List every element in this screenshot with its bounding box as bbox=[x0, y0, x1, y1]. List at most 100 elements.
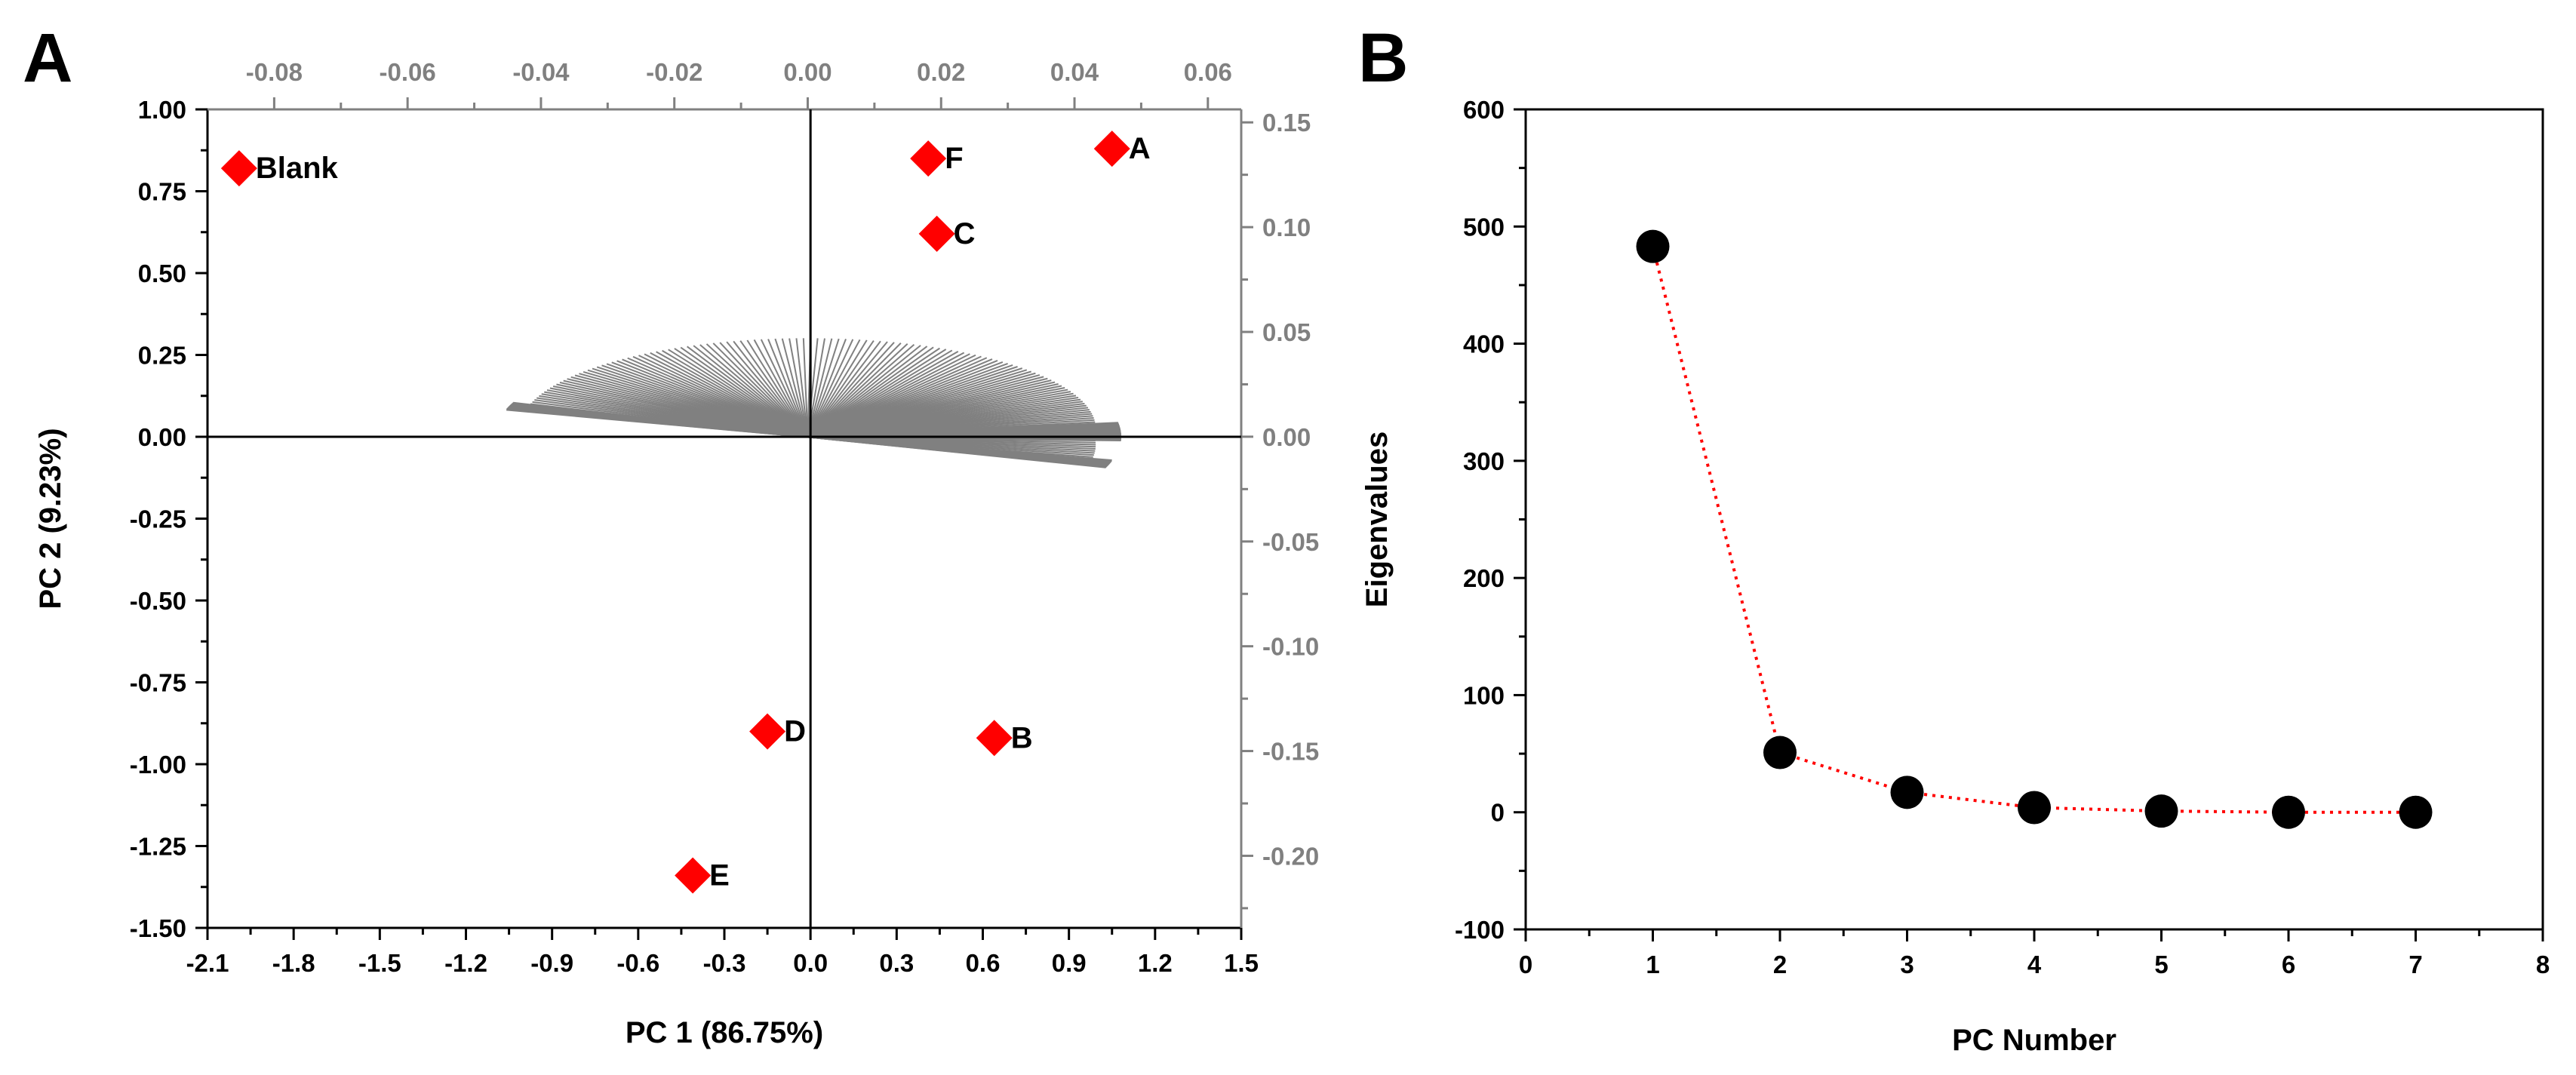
score-point-a bbox=[1093, 131, 1130, 167]
score-label-c: C bbox=[954, 217, 976, 250]
eigenvalue-point-pc4 bbox=[2018, 791, 2051, 825]
y-tick-label: -1.25 bbox=[130, 833, 186, 861]
x-tick-label: -0.6 bbox=[616, 949, 659, 977]
eigenvalue-point-pc1 bbox=[1636, 229, 1670, 263]
scree-axes: 0 1 2 3 4 5 6 7 8 600 500 400 300 200 100 0 -100 bbox=[1455, 96, 2550, 978]
x-tick-label: 6 bbox=[2282, 951, 2295, 978]
right-tick-label: -0.10 bbox=[1262, 633, 1319, 661]
loading-vector bbox=[807, 343, 908, 438]
y-tick-label: -1.50 bbox=[130, 914, 186, 942]
eigenvalue-point-pc3 bbox=[1890, 776, 1924, 809]
y-tick-label: -1.00 bbox=[130, 751, 186, 779]
x-tick-label: 1.2 bbox=[1138, 949, 1173, 977]
x-axis-title: PC Number bbox=[1952, 1024, 2116, 1057]
y-tick-label: -0.25 bbox=[130, 505, 186, 533]
score-label-d: D bbox=[784, 715, 806, 748]
score-label-f: F bbox=[945, 142, 963, 175]
x-tick-label: -1.8 bbox=[272, 949, 315, 977]
top-tick-label: -0.04 bbox=[512, 58, 570, 86]
loading-vector bbox=[788, 338, 809, 438]
pca-biplot-panel: -2.1 -1.8 -1.5 -1.2 -0.9 -0.6 -0.3 0.0 0.3 0.6 0.9… bbox=[34, 58, 1319, 1049]
loading-vector bbox=[807, 339, 868, 438]
loading-vector bbox=[802, 338, 809, 437]
panel-label-b: B bbox=[1358, 20, 1408, 97]
loading-vector bbox=[680, 346, 809, 438]
y-tick-label: -0.75 bbox=[130, 669, 186, 697]
biplot-axes: -2.1 -1.8 -1.5 -1.2 -0.9 -0.6 -0.3 0.0 0.3 0.6 0.9… bbox=[130, 58, 1319, 977]
top-tick-label: -0.02 bbox=[646, 58, 702, 86]
loading-vector bbox=[693, 345, 809, 438]
score-point-d bbox=[749, 713, 786, 750]
x-tick-label: 2 bbox=[1773, 951, 1787, 978]
right-tick-label: 0.10 bbox=[1262, 213, 1311, 241]
x-tick-label: 0.9 bbox=[1052, 949, 1087, 977]
eigenvalue-points-group bbox=[1636, 229, 2433, 829]
right-tick-label: 0.05 bbox=[1262, 318, 1311, 346]
loading-vector bbox=[699, 344, 809, 438]
x-tick-label: -0.3 bbox=[703, 949, 746, 977]
loading-vector bbox=[781, 338, 809, 438]
loading-vector bbox=[807, 344, 915, 438]
y-axis-title: Eigenvalues bbox=[1360, 432, 1394, 607]
x-tick-label: 0.0 bbox=[793, 949, 828, 977]
score-point-blank bbox=[220, 150, 257, 187]
score-label-e: E bbox=[709, 859, 730, 892]
x-tick-label: -1.2 bbox=[444, 949, 487, 977]
score-label-b: B bbox=[1011, 721, 1033, 754]
score-points-group: Blank A F C D B E bbox=[220, 131, 1151, 894]
loading-vector bbox=[807, 338, 833, 438]
x-tick-label: -2.1 bbox=[186, 949, 229, 977]
y-tick-label: 0.75 bbox=[138, 178, 186, 206]
loading-vector bbox=[746, 339, 809, 438]
loading-vector bbox=[807, 339, 875, 438]
x-tick-label: -1.5 bbox=[358, 949, 401, 977]
loading-vector bbox=[687, 346, 809, 438]
loading-vector bbox=[807, 435, 1106, 468]
y-axis-title: PC 2 (9.23%) bbox=[34, 428, 67, 609]
y-tick-label: 500 bbox=[1463, 213, 1505, 241]
loading-vector bbox=[807, 341, 888, 438]
loading-vector bbox=[739, 340, 809, 438]
y-tick-label: 100 bbox=[1463, 681, 1505, 709]
eigenvalue-line bbox=[1651, 246, 2416, 814]
loading-vector bbox=[767, 339, 809, 438]
loading-vector bbox=[807, 339, 847, 438]
y-tick-label: 400 bbox=[1463, 330, 1505, 358]
top-tick-label: -0.06 bbox=[380, 58, 436, 86]
loading-vector bbox=[753, 339, 809, 438]
y-tick-label: 0.00 bbox=[138, 423, 186, 451]
top-tick-label: 0.00 bbox=[783, 58, 832, 86]
loading-vector bbox=[719, 342, 809, 438]
scree-plot-panel: 0 1 2 3 4 5 6 7 8 600 500 400 300 200 100 0 -100 PC Numb… bbox=[1360, 96, 2550, 1057]
loading-vector bbox=[705, 343, 809, 438]
right-tick-label: 0.00 bbox=[1262, 423, 1311, 451]
loading-vector bbox=[795, 338, 809, 438]
loading-vector bbox=[807, 339, 861, 438]
loading-vector bbox=[807, 342, 902, 438]
y-tick-label: -100 bbox=[1455, 916, 1505, 944]
right-tick-label: -0.20 bbox=[1262, 842, 1319, 870]
score-label-blank: Blank bbox=[256, 152, 339, 185]
x-tick-label: 7 bbox=[2408, 951, 2422, 978]
x-tick-label: 5 bbox=[2154, 951, 2168, 978]
score-point-f bbox=[910, 140, 947, 177]
eigenvalue-point-pc5 bbox=[2144, 794, 2178, 828]
score-point-e bbox=[675, 857, 712, 894]
right-tick-label: 0.15 bbox=[1262, 109, 1311, 137]
score-point-c bbox=[918, 215, 955, 252]
y-tick-label: 0.25 bbox=[138, 342, 186, 370]
score-label-a: A bbox=[1129, 132, 1151, 165]
loading-vector bbox=[807, 339, 854, 438]
loading-vector bbox=[760, 339, 809, 438]
top-tick-label: -0.08 bbox=[246, 58, 303, 86]
y-tick-label: 0.50 bbox=[138, 260, 186, 287]
x-tick-label: 0.6 bbox=[966, 949, 1001, 977]
top-tick-label: 0.06 bbox=[1184, 58, 1232, 86]
x-tick-label: 3 bbox=[1900, 951, 1914, 978]
loading-vector bbox=[733, 340, 809, 438]
score-point-b bbox=[976, 720, 1013, 757]
x-axis-title: PC 1 (86.75%) bbox=[626, 1016, 823, 1049]
loading-vector bbox=[807, 342, 895, 438]
x-tick-label: 8 bbox=[2536, 951, 2550, 978]
